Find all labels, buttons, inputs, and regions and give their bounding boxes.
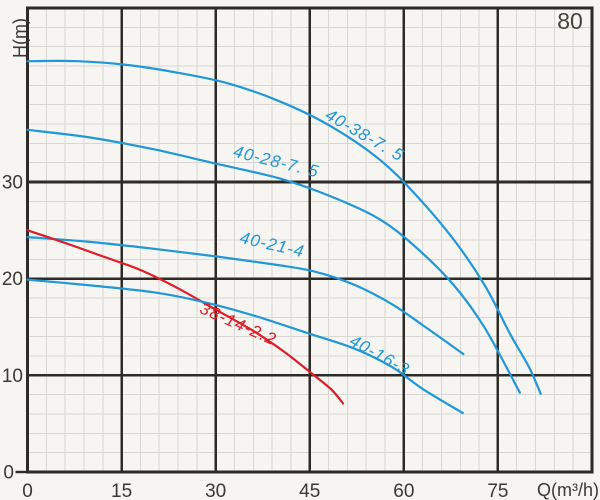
y-tick-label-30: 30 bbox=[2, 173, 23, 194]
y-tick-label-20: 20 bbox=[2, 269, 23, 290]
curve-40-38-7.5 bbox=[26, 59, 542, 395]
plot-border bbox=[26, 6, 594, 474]
curve-40-28-7.5 bbox=[26, 128, 521, 394]
x-tick-label-75: 75 bbox=[487, 481, 508, 500]
curve-labels-layer: 40-38-7. 540-28-7. 540-21-438-14-2.240-1… bbox=[197, 105, 413, 379]
curve-40-21-4 bbox=[26, 236, 465, 356]
x-tick-label-60: 60 bbox=[393, 481, 414, 500]
curves-layer bbox=[26, 59, 542, 415]
tick-labels-layer: 0 15 30 45 60 75 0 10 20 30 bbox=[2, 173, 509, 500]
x-tick-label-0: 0 bbox=[22, 481, 33, 500]
x-tick-label-15: 15 bbox=[111, 481, 132, 500]
curve-38-14-2.2 bbox=[26, 229, 345, 405]
y-axis-title: H(m) bbox=[10, 18, 30, 58]
y-tick-label-10: 10 bbox=[2, 366, 23, 387]
plot-frame bbox=[26, 6, 594, 474]
x-tick-label-30: 30 bbox=[205, 481, 226, 500]
curve-label-38-14-2.2: 38-14-2.2 bbox=[197, 299, 279, 350]
curve-40-16-3 bbox=[26, 278, 464, 415]
curve-label-40-38-7.5: 40-38-7. 5 bbox=[322, 105, 407, 165]
y-tick-label-0: 0 bbox=[3, 463, 14, 484]
grid-layer bbox=[27, 7, 593, 473]
x-axis-title: Q(m³/h) bbox=[537, 480, 599, 500]
x-tick-label-45: 45 bbox=[299, 481, 320, 500]
curve-label-40-28-7.5: 40-28-7. 5 bbox=[232, 142, 321, 182]
corner-model-label: 80 bbox=[557, 8, 583, 34]
